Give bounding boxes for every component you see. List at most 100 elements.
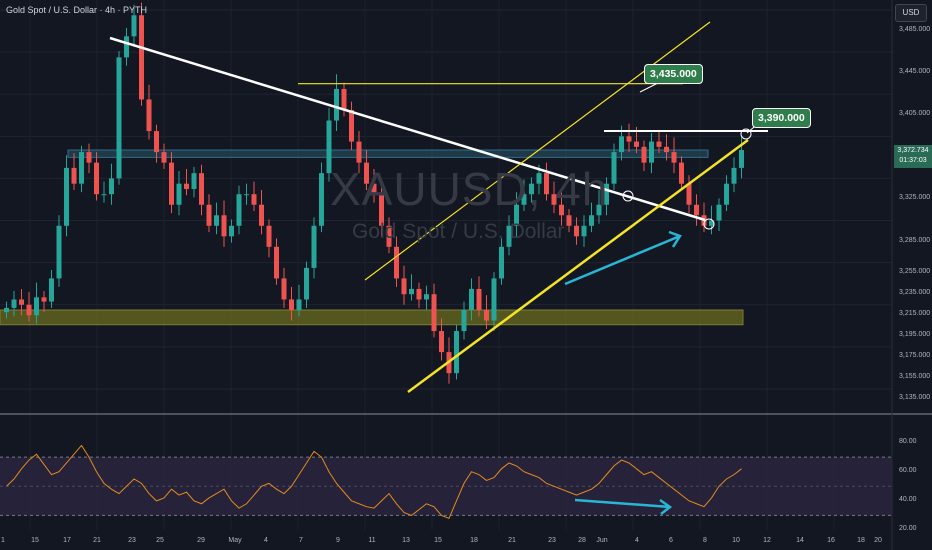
countdown: 01:37:03: [899, 157, 927, 164]
rsi-tick-label: 60.00: [899, 466, 917, 474]
candle-body: [514, 204, 519, 226]
candle-body: [506, 225, 512, 247]
candle-body: [169, 162, 174, 205]
candle-body: [611, 152, 617, 184]
candle-body: [281, 278, 287, 300]
time-tick-label: 25: [156, 537, 164, 544]
candle-body: [266, 225, 272, 247]
time-tick-label: 10: [732, 537, 740, 544]
time-tick-label: 6: [669, 537, 673, 544]
candle-body: [176, 183, 182, 205]
candle-body: [146, 99, 152, 132]
time-tick-label: 4: [264, 537, 268, 544]
time-tick-label: 16: [827, 537, 835, 544]
candle-body: [656, 141, 662, 147]
candle-body: [574, 225, 579, 237]
time-tick-label: 1: [1, 537, 5, 544]
candle-body: [274, 246, 279, 279]
candle-body: [544, 173, 549, 195]
candle-body: [581, 225, 587, 237]
candle-body: [641, 146, 647, 163]
candle-body: [334, 88, 339, 121]
candle-body: [49, 278, 54, 302]
candle-body: [469, 288, 474, 310]
price-tick-label: 3,285.000: [899, 236, 931, 244]
time-tick-label: 8: [703, 537, 707, 544]
rsi-divergence-arrow: [574, 498, 671, 509]
candle-body: [101, 194, 107, 196]
candle-body: [709, 220, 714, 226]
symbol-header[interactable]: Gold Spot / U.S. Dollar · 4h · PYTH: [6, 5, 148, 15]
candle-body: [304, 267, 309, 300]
candle-body: [221, 215, 227, 237]
rsi-divergence-arrow-head: [659, 498, 673, 515]
candle-body: [664, 146, 669, 153]
candle-body: [326, 120, 332, 174]
zones: [0, 149, 744, 326]
current-price-tag: 3,372.734 01:37:03: [894, 145, 932, 168]
currency-button[interactable]: USD: [895, 4, 927, 22]
candle-body: [559, 204, 564, 216]
trendlines: [109, 21, 768, 394]
candle-body: [454, 331, 459, 374]
candle-body: [4, 307, 9, 313]
price-tick-label: 3,235.000: [899, 289, 931, 297]
candle-body: [671, 152, 677, 163]
candle-body: [604, 183, 609, 205]
touch-point-marker: [740, 128, 752, 140]
rsi-tick-label: 20.00: [899, 525, 917, 532]
candle-body: [416, 288, 422, 300]
candle-body: [634, 141, 639, 147]
resistance-zone: [67, 149, 709, 158]
candle-body: [716, 204, 722, 221]
candle-body: [536, 173, 542, 184]
time-tick-label: 9: [336, 537, 340, 544]
candle-body: [394, 246, 399, 279]
touch-point-marker: [622, 190, 634, 202]
candle-body: [694, 204, 699, 216]
rsi-line: [6, 444, 742, 519]
candle-body: [251, 194, 257, 205]
price-tick-label: 3,255.000: [899, 268, 931, 276]
candle-body: [184, 183, 189, 189]
candle-body: [364, 162, 369, 184]
candle-body: [424, 294, 429, 300]
price-tick-label: 3,155.000: [899, 373, 931, 381]
candle-body: [319, 173, 324, 226]
candle-body: [476, 288, 482, 310]
candle-body: [71, 167, 77, 184]
time-tick-label: 18: [857, 537, 865, 544]
candle-body: [244, 194, 249, 196]
time-tick-label: 15: [434, 537, 442, 544]
candle-body: [724, 183, 729, 205]
candle-body: [589, 215, 594, 226]
time-tick-label: 23: [128, 537, 136, 544]
candle-body: [154, 131, 159, 153]
candle-body: [206, 204, 212, 226]
rsi-tick-label: 80.00: [899, 437, 917, 445]
candle-body: [79, 152, 84, 184]
candle-body: [41, 297, 47, 302]
candle-body: [214, 215, 219, 226]
support-zone: [0, 309, 744, 326]
candle-body: [26, 304, 32, 316]
candle-body: [131, 15, 137, 37]
time-tick-label: 14: [796, 537, 804, 544]
candle-body: [139, 15, 144, 100]
candle-body: [679, 162, 684, 184]
candle-body: [386, 225, 392, 247]
candle-body: [94, 162, 99, 195]
time-tick-label: Jun: [596, 537, 608, 544]
candle-body: [191, 173, 197, 189]
candle-body: [356, 141, 362, 163]
candle-body: [626, 136, 632, 142]
time-tick-label: 7: [299, 537, 303, 544]
target-mid-label: 3,390.000: [752, 108, 811, 128]
candle-body: [619, 136, 624, 153]
time-tick-label: 13: [402, 537, 410, 544]
candle-body: [289, 299, 294, 310]
price-tick-label: 3,215.000: [899, 310, 931, 318]
rsi-tick-label: 40.00: [899, 495, 917, 503]
time-tick-label: 17: [63, 537, 71, 544]
